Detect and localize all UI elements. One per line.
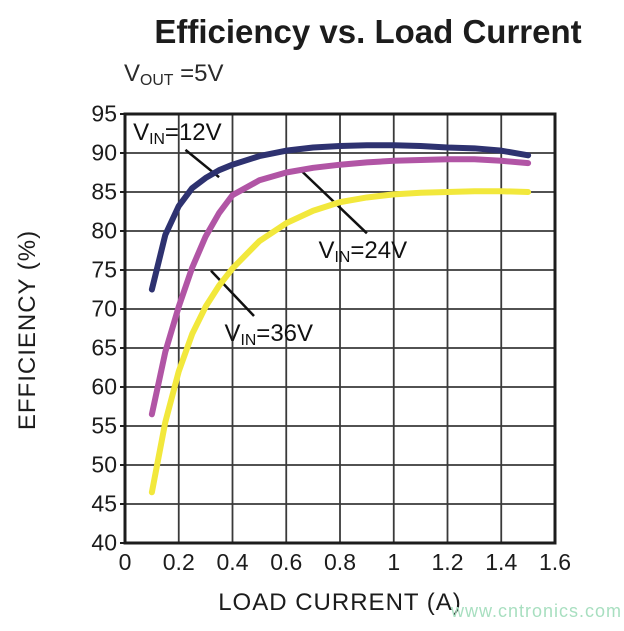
subtitle-symbol: V — [124, 60, 141, 87]
curve-label-subscript: IN — [149, 130, 165, 148]
curve-label-value: =36V — [256, 319, 314, 347]
y-tick-label: 50 — [91, 451, 117, 478]
curve-label-subscript: IN — [240, 331, 257, 349]
curve-label-24v: VIN=24V — [319, 237, 408, 267]
curve-label-symbol: V — [318, 237, 335, 265]
y-tick-label: 75 — [91, 256, 117, 283]
curve-label-value: =12V — [164, 118, 222, 146]
x-tick-label: 0.8 — [324, 549, 356, 575]
chart-title: Efficiency vs. Load Current — [154, 13, 582, 50]
subtitle-subscript: OUT — [140, 72, 174, 89]
x-tick-label: 1.4 — [485, 549, 518, 575]
y-tick-label: 70 — [91, 295, 117, 322]
curve-label-subscript: IN — [334, 249, 351, 267]
y-tick-label: 95 — [91, 100, 117, 127]
x-tick-label: 1.6 — [539, 549, 571, 575]
watermark-text: www.cntronics.com — [450, 601, 622, 621]
subtitle-value: =5V — [173, 60, 224, 87]
y-tick-label: 80 — [91, 217, 117, 244]
chart-subtitle: VOUT =5V — [124, 60, 223, 90]
curve-label-symbol: V — [133, 118, 150, 146]
x-tick-label: 0.2 — [162, 549, 195, 575]
curve-label-36v: VIN=36V — [224, 320, 313, 350]
plot-frame — [123, 112, 557, 545]
y-tick-label: 60 — [91, 373, 117, 400]
y-tick-label: 40 — [91, 529, 117, 556]
x-tick-label: 1.2 — [431, 549, 464, 575]
curve-label-value: =24V — [350, 237, 408, 265]
curve-label-symbol: V — [224, 319, 241, 347]
annotation-leader-line — [210, 269, 255, 317]
curve-vin-24v — [148, 156, 532, 418]
x-tick-label: 0.6 — [270, 549, 303, 575]
curve-label-12v: VIN=12V — [133, 119, 222, 149]
x-tick-label: 1 — [387, 549, 401, 575]
y-tick-label: 55 — [91, 412, 117, 439]
curve-vin-36v — [148, 188, 532, 496]
y-tick-label: 65 — [91, 334, 117, 361]
y-tick-label: 45 — [91, 490, 117, 517]
y-tick-label: 90 — [91, 139, 117, 166]
x-tick-label: 0 — [118, 549, 132, 575]
y-tick-label: 85 — [91, 178, 117, 205]
x-axis-title: LOAD CURRENT (A) — [218, 589, 462, 616]
x-tick-label: 0.4 — [216, 549, 249, 575]
curve-vin-12v — [148, 142, 532, 293]
